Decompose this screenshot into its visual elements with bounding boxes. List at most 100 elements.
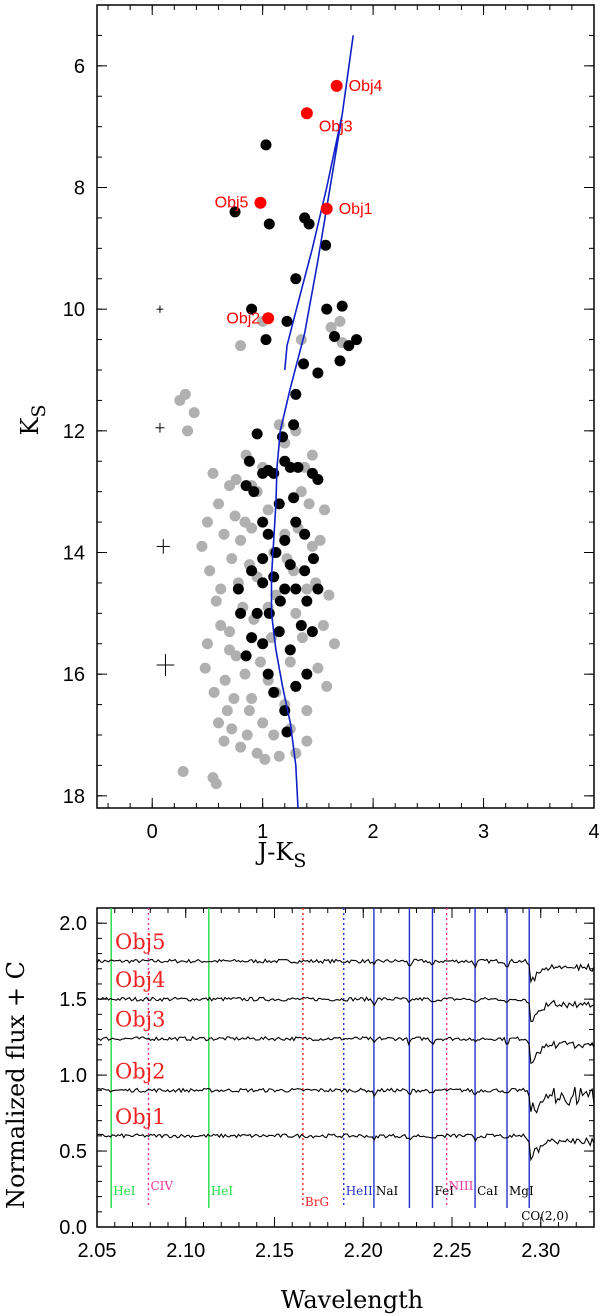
member-star-point xyxy=(288,492,300,504)
member-star-point xyxy=(274,595,286,607)
field-star-point xyxy=(306,540,318,552)
field-star-point xyxy=(317,620,329,631)
field-star-point xyxy=(218,735,230,747)
field-star-point xyxy=(177,766,189,777)
field-star-point xyxy=(201,638,213,650)
spectral-line-label: NIII xyxy=(449,1179,474,1193)
member-star-point xyxy=(290,680,302,692)
spectrum-trace xyxy=(96,1133,595,1162)
member-star-point xyxy=(268,686,280,698)
member-star-point xyxy=(298,358,310,370)
field-star-point xyxy=(273,750,285,762)
member-star-point xyxy=(257,516,269,528)
spectral-line-label: NaI xyxy=(376,1184,399,1198)
field-star-point xyxy=(235,741,247,753)
member-star-point xyxy=(273,626,285,638)
field-star-point xyxy=(196,540,208,552)
field-star-point xyxy=(290,747,302,759)
spectral-line-label: HeI xyxy=(113,1184,136,1198)
field-star-point xyxy=(301,705,313,717)
field-star-point xyxy=(174,394,186,406)
cmd-x-tick-label: 4 xyxy=(588,821,599,843)
field-star-point xyxy=(226,553,238,565)
spectra-x-tick-label: 2.10 xyxy=(166,1240,205,1262)
spectra-y-axis-label: Normalized flux + C xyxy=(2,961,30,1209)
cmd-x-tick-label: 2 xyxy=(368,821,379,843)
cmd-y-axis-label: KS xyxy=(16,405,50,436)
field-star-point xyxy=(212,498,224,510)
member-star-point xyxy=(334,355,346,367)
member-star-point xyxy=(248,486,260,498)
field-star-point xyxy=(254,656,266,668)
spectra-y-tick-label: 0.0 xyxy=(59,1217,87,1239)
member-star-point xyxy=(279,583,291,595)
member-star-point xyxy=(281,726,293,738)
field-star-point xyxy=(306,449,318,461)
field-star-point xyxy=(296,632,308,644)
spectrum-label: Obj3 xyxy=(115,1008,166,1032)
field-star-point xyxy=(321,680,333,692)
member-star-point xyxy=(284,559,296,571)
spectra-y-tick-label: 1.0 xyxy=(59,1065,87,1087)
spectral-line-label: HeI xyxy=(211,1184,234,1198)
spectra-ticks: 2.05 2.10 2.15 2.20 2.25 2.30 0.0 0.5 1.0 1.5 2.0 xyxy=(59,908,595,1262)
field-star-point xyxy=(243,705,255,717)
field-star-point xyxy=(301,735,313,747)
member-star-point xyxy=(321,303,333,315)
spectrum-trace xyxy=(96,1086,595,1114)
spectra-y-tick-label: 0.5 xyxy=(59,1141,87,1163)
member-star-point xyxy=(343,340,355,352)
spectral-line-label: CIV xyxy=(150,1179,173,1193)
cmd-y-tick-label: 14 xyxy=(63,543,85,565)
spectra-x-tick-label: 2.05 xyxy=(78,1240,117,1262)
spectral-line-label: HeII xyxy=(346,1184,373,1198)
spectrum-label: Obj1 xyxy=(115,1105,166,1129)
member-star-point xyxy=(257,577,269,589)
cmd-y-tick-label: 18 xyxy=(63,786,85,808)
field-star-point xyxy=(235,534,247,546)
field-star-point xyxy=(262,504,274,516)
spectrum-label: Obj2 xyxy=(115,1059,166,1083)
field-star-point xyxy=(325,321,337,333)
highlight-label: Obj2 xyxy=(226,310,260,327)
cmd-y-tick-label: 6 xyxy=(74,56,85,78)
highlighted-objects: Obj1 Obj2 Obj3 Obj4 Obj5 xyxy=(215,78,383,327)
field-star-point xyxy=(201,516,213,528)
field-star-point xyxy=(334,315,346,327)
cmd-x-tick-label: 1 xyxy=(257,821,268,843)
member-stars xyxy=(229,139,363,738)
spectrum-trace xyxy=(96,1035,595,1065)
highlight-label: Obj5 xyxy=(215,195,249,212)
member-star-point xyxy=(268,571,280,583)
cmd-x-tick-label: 0 xyxy=(147,821,158,843)
member-star-point xyxy=(299,565,311,577)
member-star-point xyxy=(263,218,275,230)
spectra-y-tick-label: 2.0 xyxy=(59,913,87,935)
spectrum-trace xyxy=(96,996,595,1023)
member-star-point xyxy=(240,650,252,662)
field-star-point xyxy=(284,656,296,668)
spectra-x-tick-label: 2.15 xyxy=(255,1240,294,1262)
member-star-point xyxy=(257,553,269,565)
spectrum-trace xyxy=(96,958,595,984)
spectral-line-label: BrG xyxy=(305,1195,329,1209)
member-star-point xyxy=(336,300,348,312)
field-star-point xyxy=(212,717,224,729)
cmd-plot-area xyxy=(96,4,595,809)
spectra-x-tick-label: 2.20 xyxy=(344,1240,383,1262)
member-star-point xyxy=(295,620,307,631)
member-star-point xyxy=(229,206,241,218)
member-star-point xyxy=(303,218,315,230)
member-star-point xyxy=(307,553,319,565)
field-star-point xyxy=(235,340,247,352)
field-stars xyxy=(174,315,348,790)
field-star-point xyxy=(301,583,313,595)
member-star-point xyxy=(284,461,296,473)
spectra-x-tick-label: 2.30 xyxy=(521,1240,560,1262)
field-star-point xyxy=(268,729,280,741)
member-star-point xyxy=(262,668,274,680)
spectra-x-axis-label: Wavelength xyxy=(281,1286,423,1314)
field-star-point xyxy=(215,583,227,595)
field-star-point xyxy=(251,747,263,759)
